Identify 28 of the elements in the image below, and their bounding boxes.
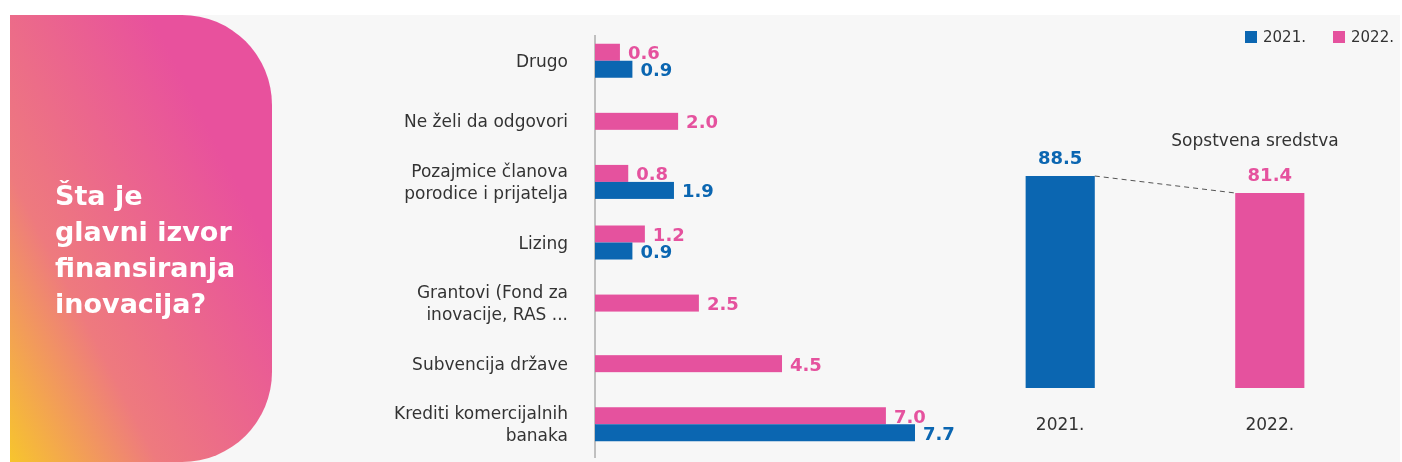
bar [595,424,915,442]
bar [595,60,633,78]
bar [595,43,620,61]
bar [595,407,886,425]
data-label: 81.4 [1247,164,1292,186]
data-label: 7.0 [893,405,926,427]
y-tick-label: Lizing [518,232,568,253]
data-label: 2.5 [706,293,739,315]
bar [595,225,645,243]
y-tick-label: Grantovi (Fond za inovacije, RAS ... [416,282,568,325]
data-label: 88.5 [1038,147,1083,168]
y-tick-label: Subvencija države [412,353,568,374]
bar [595,164,629,182]
legend-label: 2021. [1263,28,1306,46]
bar [595,242,633,260]
y-tick-label: Pozajmice članova porodice i prijatelja [404,160,568,203]
data-label: 0.8 [636,163,669,185]
legend-label: 2022. [1351,28,1394,46]
bar [595,181,674,199]
y-tick-label: Krediti komercijalnih banaka [393,403,568,446]
data-label: 4.5 [790,353,822,375]
data-label: 7.7 [923,422,955,444]
data-label: 1.9 [681,180,714,202]
data-label: 2.0 [686,111,719,133]
chart-title: Sopstvena sredstva [1171,130,1339,150]
text: Šta je glavni izvor finansiranja inovacija? [55,180,236,319]
y-tick-label: Ne želi da odgovori [404,111,568,132]
y-tick-label: Drugo [515,50,568,71]
